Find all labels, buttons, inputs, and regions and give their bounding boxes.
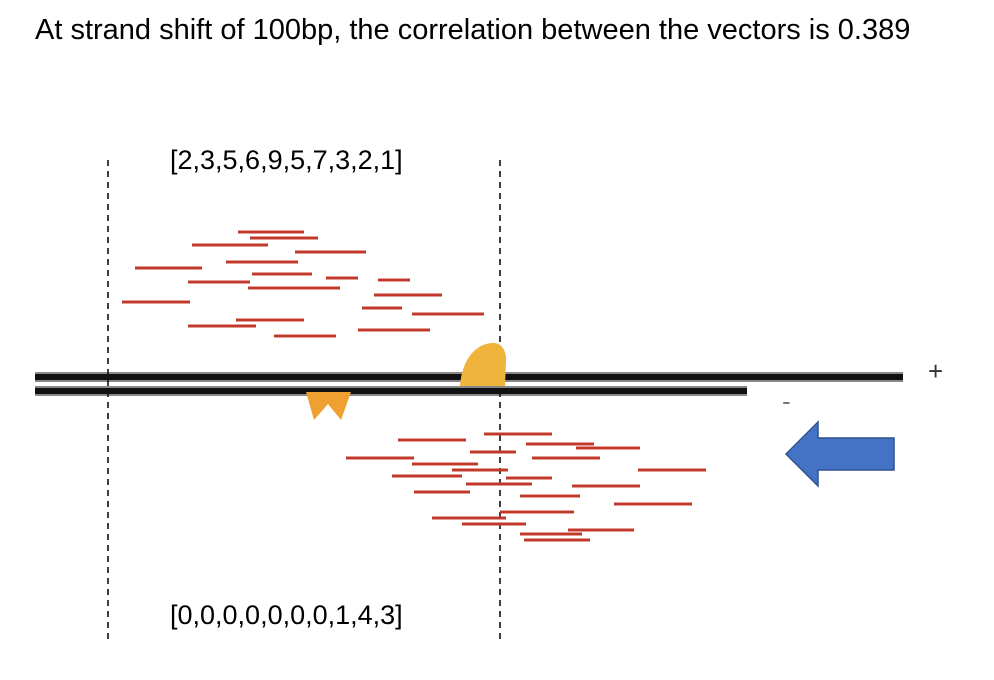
- protein-top-icon: [460, 342, 507, 386]
- bottom-vector-label: [0,0,0,0,0,0,0,1,4,3]: [170, 600, 403, 630]
- protein-bottom-icon: [306, 392, 351, 420]
- minus-strand-fuzz: [35, 386, 747, 388]
- reads-layer: [122, 230, 706, 542]
- headline: At strand shift of 100bp, the correlatio…: [35, 14, 911, 46]
- plus-strand-label: +: [928, 356, 944, 386]
- left-arrow-icon: [784, 420, 895, 488]
- minus-strand: [35, 388, 747, 394]
- top-vector-label: [2,3,5,6,9,5,7,3,2,1]: [170, 145, 403, 175]
- minus-strand-label: -: [782, 386, 791, 416]
- minus-strand-fuzz: [35, 394, 747, 396]
